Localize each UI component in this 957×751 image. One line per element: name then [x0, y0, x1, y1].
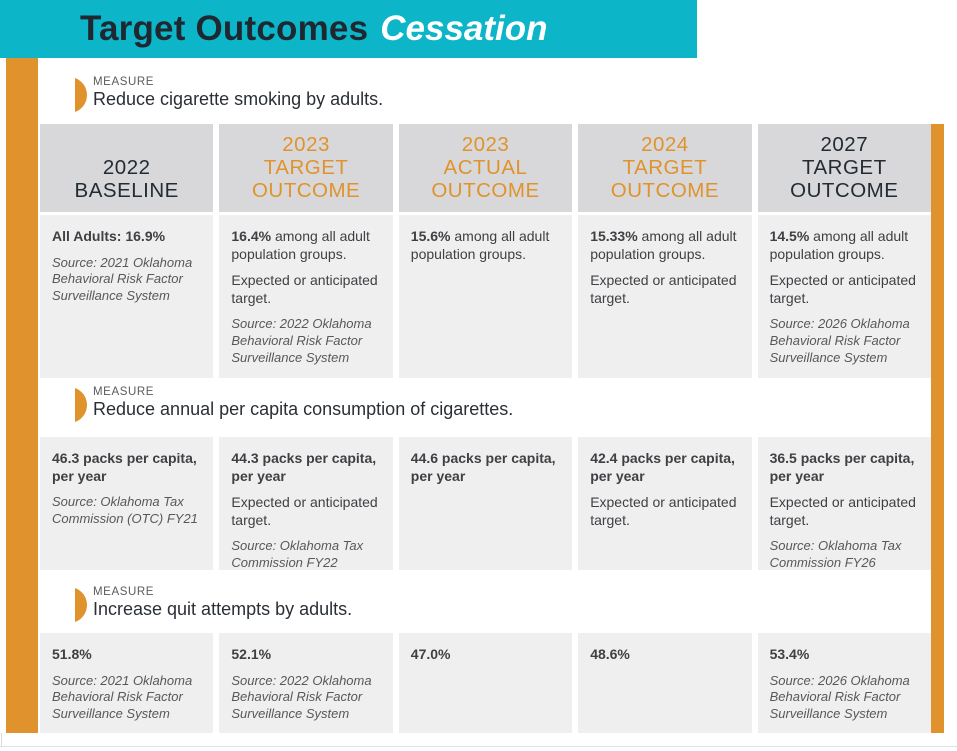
data-cell: 44.6 packs per capita, per year [398, 437, 573, 570]
data-cell: 51.8% Source: 2021 Oklahoma Behavioral R… [40, 633, 214, 733]
header-line: 2023 [282, 132, 330, 156]
header-line: 2023 [461, 132, 510, 156]
cell-source: Source: Oklahoma Tax Commission FY22 [231, 538, 364, 570]
page-edge-bottom [0, 746, 957, 747]
measure-accent-icon [75, 78, 87, 112]
measure-accent-icon [75, 588, 87, 622]
data-cell: All Adults: 16.9% Source: 2021 Oklahoma … [40, 215, 214, 378]
header-line: OUTCOME [790, 178, 899, 202]
data-cell: 53.4% Source: 2026 Oklahoma Behavioral R… [757, 633, 931, 733]
measure-accent-icon [75, 388, 87, 422]
data-row-consumption: 46.3 packs per capita, per year Source: … [40, 437, 931, 570]
cell-value: 48.6% [590, 646, 630, 662]
header-line: ACTUAL [443, 155, 528, 179]
measure-text: MEASURE Reduce annual per capita consump… [93, 386, 513, 420]
cell-value: 52.1% [231, 646, 272, 662]
cell-value: 51.8% [52, 646, 92, 662]
data-cell: 15.33% among all adult population groups… [578, 215, 752, 378]
right-accent-bar [931, 124, 944, 733]
measure-label: MEASURE [93, 386, 155, 398]
column-header-2022-baseline: 2022 BASELINE [40, 124, 214, 212]
cell-source: Source: 2026 Oklahoma Behavioral Risk Fa… [769, 672, 910, 722]
left-accent-bar [6, 58, 38, 733]
cell-value: 47.0% [410, 646, 451, 662]
cell-value: 53.4% [769, 646, 810, 662]
header-line: OUTCOME [251, 178, 361, 202]
page-title-topic: Cessation [380, 9, 548, 48]
cell-expected-note: Expected or anticipated target. [231, 272, 378, 306]
cell-value: 44.6 packs per capita, per year [410, 450, 556, 484]
header-line: BASELINE [74, 178, 179, 202]
column-header-2024-target: 2024 TARGET OUTCOME [578, 124, 752, 212]
cell-value: 36.5 packs per capita, per year [769, 450, 915, 484]
cell-value: All Adults: 16.9% [52, 228, 166, 244]
measure-heading-2: MEASURE Reduce annual per capita consump… [75, 386, 513, 422]
page-title-bar: Target Outcomes Cessation [0, 0, 697, 58]
cell-value: 16.4% among all adult population groups. [231, 228, 370, 262]
cell-source: Source: 2026 Oklahoma Behavioral Risk Fa… [769, 316, 910, 365]
data-cell: 48.6% [578, 633, 752, 733]
data-row-smoking: All Adults: 16.9% Source: 2021 Oklahoma … [40, 215, 931, 378]
page-edge-left [1, 733, 2, 747]
cell-expected-note: Expected or anticipated target. [590, 494, 737, 528]
cell-source: Source: 2022 Oklahoma Behavioral Risk Fa… [231, 316, 372, 365]
data-cell: 44.3 packs per capita, per year Expected… [219, 437, 393, 570]
page-title: Target Outcomes [80, 9, 369, 48]
header-line: TARGET [622, 155, 708, 179]
cell-value: 46.3 packs per capita, per year [52, 450, 197, 484]
cell-source: Source: Oklahoma Tax Commission FY26 [769, 538, 902, 570]
cell-value: 42.4 packs per capita, per year [590, 450, 735, 484]
data-cell: 16.4% among all adult population groups.… [219, 215, 393, 378]
data-row-quit-attempts: 51.8% Source: 2021 Oklahoma Behavioral R… [40, 633, 931, 733]
measure-label: MEASURE [93, 586, 155, 598]
column-header-2023-target: 2023 TARGET OUTCOME [219, 124, 393, 212]
measure-text: MEASURE Reduce cigarette smoking by adul… [93, 76, 383, 110]
cell-value: 15.33% among all adult population groups… [590, 228, 737, 262]
data-cell: 14.5% among all adult population groups.… [757, 215, 931, 378]
data-cell: 47.0% [398, 633, 573, 733]
cell-source: Source: Oklahoma Tax Commission (OTC) FY… [52, 494, 198, 526]
header-line: TARGET [263, 155, 349, 179]
header-line: TARGET [801, 155, 887, 179]
data-cell: 15.6% among all adult population groups. [398, 215, 573, 378]
measure-heading-3: MEASURE Increase quit attempts by adults… [75, 586, 352, 622]
cell-value: 14.5% among all adult population groups. [769, 228, 909, 262]
measure-title: Reduce annual per capita consumption of … [93, 399, 514, 419]
header-line: 2027 [820, 132, 869, 156]
cell-source: Source: 2021 Oklahoma Behavioral Risk Fa… [52, 672, 193, 722]
cell-value: 44.3 packs per capita, per year [231, 450, 377, 484]
cell-source: Source: 2022 Oklahoma Behavioral Risk Fa… [231, 672, 372, 722]
column-header-row: 2022 BASELINE 2023 TARGET OUTCOME 2023 A… [40, 124, 931, 212]
header-line: OUTCOME [610, 178, 720, 202]
column-header-2023-actual: 2023 ACTUAL OUTCOME [398, 124, 573, 212]
data-cell: 36.5 packs per capita, per year Expected… [757, 437, 931, 570]
header-line: 2022 [102, 155, 151, 179]
cell-source: Source: 2021 Oklahoma Behavioral Risk Fa… [52, 254, 193, 304]
data-cell: 52.1% Source: 2022 Oklahoma Behavioral R… [219, 633, 393, 733]
measure-title: Increase quit attempts by adults. [93, 599, 353, 619]
cell-expected-note: Expected or anticipated target. [231, 494, 378, 528]
cell-expected-note: Expected or anticipated target. [769, 494, 916, 528]
measure-label: MEASURE [93, 76, 155, 88]
data-cell: 46.3 packs per capita, per year Source: … [40, 437, 214, 570]
column-header-2027-target: 2027 TARGET OUTCOME [757, 124, 931, 212]
measure-heading-1: MEASURE Reduce cigarette smoking by adul… [75, 76, 383, 112]
cell-expected-note: Expected or anticipated target. [590, 272, 737, 306]
header-line: OUTCOME [431, 178, 540, 202]
cell-expected-note: Expected or anticipated target. [769, 272, 916, 306]
header-line: 2024 [641, 132, 689, 156]
cell-value: 15.6% among all adult population groups. [410, 228, 550, 262]
data-cell: 42.4 packs per capita, per year Expected… [578, 437, 752, 570]
measure-title: Reduce cigarette smoking by adults. [93, 89, 384, 109]
measure-text: MEASURE Increase quit attempts by adults… [93, 586, 352, 620]
